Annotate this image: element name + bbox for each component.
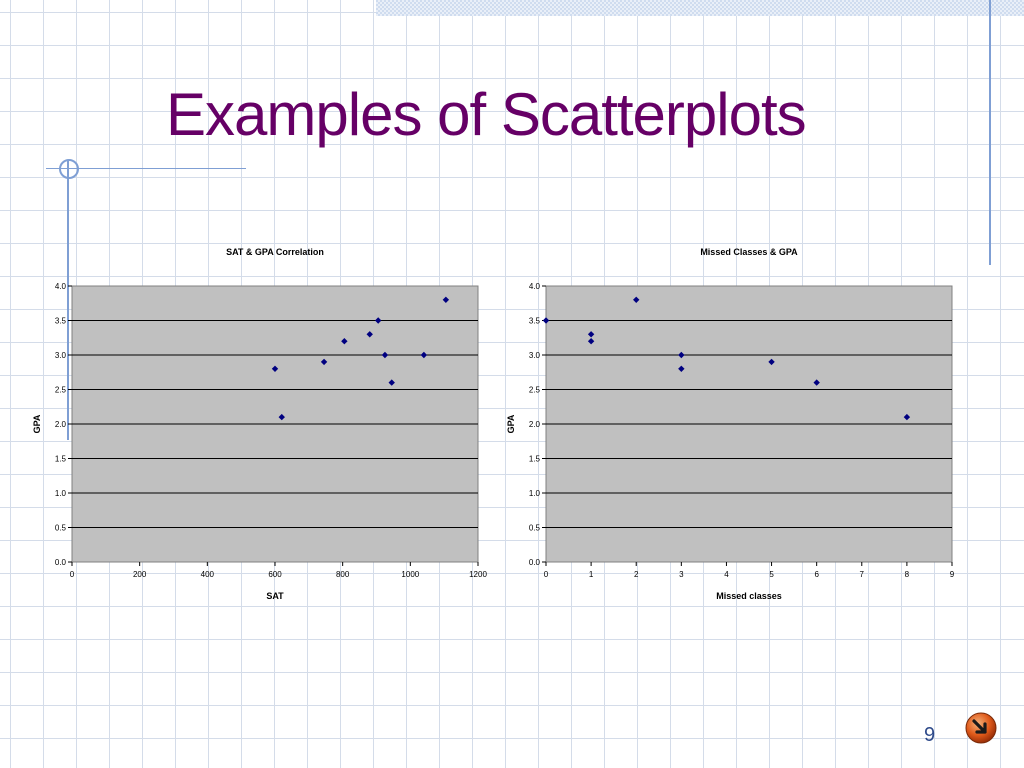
x-tick-label: 600: [268, 570, 282, 579]
y-tick-label: 2.0: [529, 420, 541, 429]
data-point-marker: [388, 379, 395, 386]
missed-classes-gpa-scatter-chart: Missed Classes & GPA 0.0 0.5 1.0 1.5 2.0 2.5 3.…: [506, 247, 955, 601]
y-axis-label: GPA: [506, 414, 516, 433]
y-tick-label: 2.0: [55, 420, 67, 429]
top-decorative-band: [376, 0, 1024, 16]
sat-gpa-scatter-chart: SAT & GPA Correlation 0.0 0.5 1.0 1.5 2.0 2.5 3…: [32, 247, 487, 601]
x-tick-label: 1: [589, 570, 594, 579]
y-tick-label: 0.0: [55, 558, 67, 567]
x-tick-label: 2: [634, 570, 639, 579]
slide-title: Examples of Scatterplots: [166, 81, 807, 148]
y-tick-label: 2.5: [529, 386, 541, 395]
data-point-marker: [768, 358, 775, 366]
data-point-marker: [341, 338, 348, 345]
circle-decoration-icon: [59, 159, 79, 179]
data-point-marker: [381, 351, 389, 359]
x-tick-label: 7: [860, 570, 865, 579]
left-accent-rule: [67, 160, 69, 440]
x-tick-label: 1200: [469, 570, 487, 579]
data-point-marker: [320, 358, 328, 366]
y-tick-label: 2.5: [55, 386, 67, 395]
x-tick-label: 1000: [401, 570, 419, 579]
data-point-marker: [366, 331, 373, 338]
data-point-marker: [587, 338, 595, 345]
x-tick-label: 0: [70, 570, 75, 579]
data-point-marker: [278, 413, 285, 421]
y-tick-label: 1.5: [529, 455, 541, 464]
chart-title: Missed Classes & GPA: [700, 247, 798, 257]
x-tick-label: 9: [950, 570, 955, 579]
x-tick-label: 4: [724, 570, 729, 579]
x-tick-label: 0: [544, 570, 549, 579]
page-number: 9: [924, 724, 936, 746]
data-point-marker: [903, 413, 911, 421]
x-axis-label: Missed classes: [716, 591, 782, 601]
x-tick-label: 5: [769, 570, 774, 579]
x-tick-label: 400: [201, 570, 215, 579]
y-tick-label: 1.0: [55, 489, 67, 498]
y-tick-label: 0.5: [55, 524, 67, 533]
y-tick-label: 3.5: [529, 317, 541, 326]
data-point-marker: [442, 296, 450, 303]
data-point-marker: [587, 331, 595, 338]
chart-title: SAT & GPA Correlation: [226, 247, 324, 257]
y-tick-label: 0.5: [529, 524, 541, 533]
y-tick-label: 4.0: [55, 282, 67, 291]
data-point-marker: [374, 317, 382, 324]
x-tick-label: 6: [814, 570, 819, 579]
right-accent-rule: [989, 0, 991, 265]
x-tick-label: 3: [679, 570, 684, 579]
y-tick-label: 3.0: [529, 351, 541, 360]
x-tick-label: 200: [133, 570, 147, 579]
y-tick-label: 3.0: [55, 351, 67, 360]
x-tick-label: 8: [905, 570, 910, 579]
y-axis-label: GPA: [32, 414, 42, 433]
x-tick-label: 800: [336, 570, 350, 579]
title-underline-rule: [46, 168, 246, 169]
data-point-marker: [542, 317, 550, 324]
data-point-marker: [420, 351, 428, 359]
y-tick-label: 0.0: [529, 558, 541, 567]
data-point-marker: [271, 365, 279, 372]
y-tick-label: 1.5: [55, 455, 67, 464]
next-arrow-icon[interactable]: [963, 710, 999, 746]
x-axis-label: SAT: [266, 591, 284, 601]
y-tick-label: 1.0: [529, 489, 541, 498]
y-tick-label: 4.0: [529, 282, 541, 291]
y-tick-label: 3.5: [55, 317, 67, 326]
